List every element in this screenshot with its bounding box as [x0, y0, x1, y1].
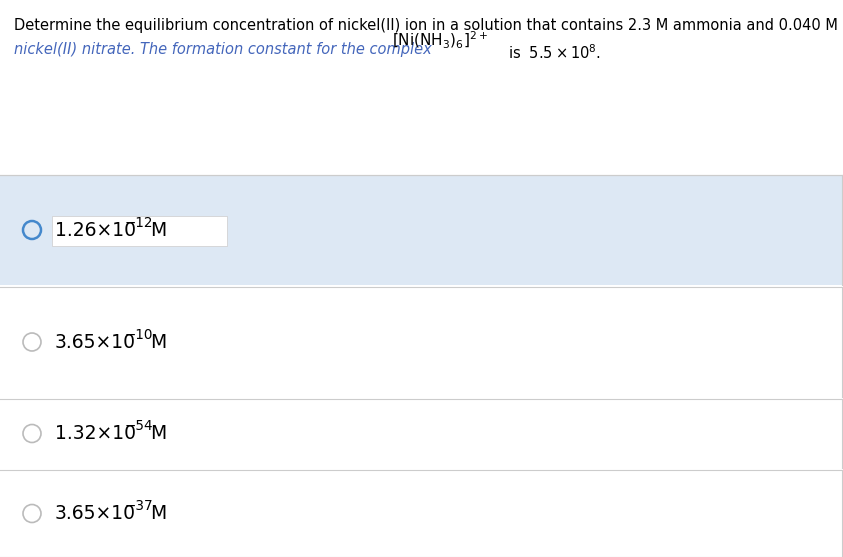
- Bar: [0, 287, 843, 397]
- Text: 1.32×10: 1.32×10: [55, 424, 136, 443]
- Text: M: M: [145, 333, 167, 351]
- Text: $\left[\mathrm{Ni(NH_3)_6}\right]^{2+}$: $\left[\mathrm{Ni(NH_3)_6}\right]^{2+}$: [392, 30, 488, 51]
- Text: M: M: [145, 504, 167, 523]
- Text: nickel(II) nitrate. The formation constant for the complex: nickel(II) nitrate. The formation consta…: [14, 42, 432, 57]
- Text: M: M: [145, 221, 167, 240]
- Text: 1.26×10: 1.26×10: [55, 221, 136, 240]
- Text: −54: −54: [125, 419, 153, 433]
- Text: 3.65×10: 3.65×10: [55, 333, 136, 351]
- Text: −10: −10: [125, 328, 153, 342]
- Text: Determine the equilibrium concentration of nickel(II) ion in a solution that con: Determine the equilibrium concentration …: [14, 18, 838, 33]
- Text: 3.65×10: 3.65×10: [55, 504, 136, 523]
- Bar: [0, 175, 843, 285]
- Text: M: M: [145, 424, 167, 443]
- Text: −12: −12: [125, 216, 153, 230]
- Bar: [0, 399, 843, 468]
- Text: is  $5.5\times10^{8}$.: is $5.5\times10^{8}$.: [508, 43, 601, 62]
- Bar: [0, 470, 843, 557]
- FancyBboxPatch shape: [52, 216, 227, 246]
- Text: −37: −37: [125, 500, 153, 514]
